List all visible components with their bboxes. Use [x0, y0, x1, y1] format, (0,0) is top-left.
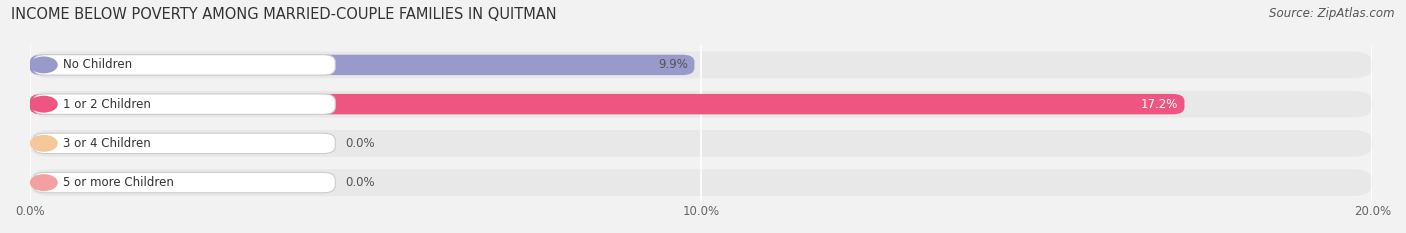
Text: No Children: No Children [63, 58, 132, 71]
FancyBboxPatch shape [30, 169, 1372, 196]
Circle shape [31, 136, 58, 151]
Circle shape [31, 175, 58, 190]
Text: 5 or more Children: 5 or more Children [63, 176, 174, 189]
FancyBboxPatch shape [30, 55, 695, 75]
FancyBboxPatch shape [34, 55, 335, 75]
FancyBboxPatch shape [30, 130, 1372, 157]
FancyBboxPatch shape [34, 133, 335, 154]
FancyBboxPatch shape [34, 94, 335, 114]
Text: 3 or 4 Children: 3 or 4 Children [63, 137, 150, 150]
Text: INCOME BELOW POVERTY AMONG MARRIED-COUPLE FAMILIES IN QUITMAN: INCOME BELOW POVERTY AMONG MARRIED-COUPL… [11, 7, 557, 22]
Text: 0.0%: 0.0% [346, 176, 375, 189]
FancyBboxPatch shape [30, 91, 1372, 117]
Text: Source: ZipAtlas.com: Source: ZipAtlas.com [1270, 7, 1395, 20]
FancyBboxPatch shape [30, 51, 1372, 78]
Text: 0.0%: 0.0% [346, 137, 375, 150]
Circle shape [31, 96, 58, 112]
Circle shape [31, 57, 58, 73]
FancyBboxPatch shape [30, 94, 1184, 114]
Text: 17.2%: 17.2% [1140, 98, 1178, 111]
Text: 9.9%: 9.9% [658, 58, 688, 71]
FancyBboxPatch shape [34, 172, 335, 193]
Text: 1 or 2 Children: 1 or 2 Children [63, 98, 150, 111]
